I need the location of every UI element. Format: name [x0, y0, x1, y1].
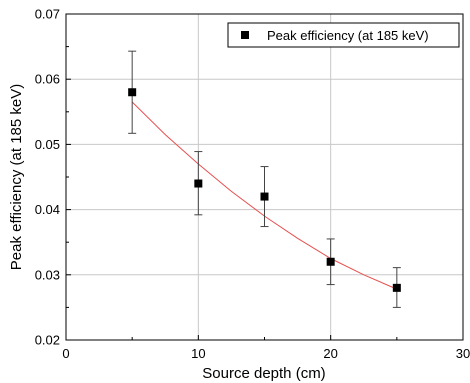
- data-points: [128, 88, 401, 292]
- legend-box: [227, 22, 460, 48]
- x-tick-label: 30: [456, 346, 470, 361]
- y-tick-label: 0.02: [35, 333, 60, 348]
- axis-ticks: [65, 13, 464, 341]
- y-tick-label: 0.03: [35, 267, 60, 282]
- x-tick-label: 10: [191, 346, 205, 361]
- x-tick-label: 0: [62, 346, 69, 361]
- y-tick-label: 0.04: [35, 202, 60, 217]
- x-tick-labels: 0 10 20 30: [62, 346, 470, 361]
- x-axis-title: Source depth (cm): [202, 365, 325, 382]
- data-point: [260, 192, 269, 201]
- y-axis-title: Peak efficiency (at 185 keV): [8, 84, 25, 271]
- legend: Peak efficiency (at 185 keV): [227, 22, 460, 48]
- y-tick-label: 0.06: [35, 72, 60, 87]
- y-tick-labels: 0.02 0.03 0.04 0.05 0.06 0.07: [35, 7, 60, 348]
- x-tick-label: 20: [323, 346, 337, 361]
- data-point: [128, 88, 137, 97]
- data-point: [194, 179, 203, 188]
- legend-marker-square: [241, 31, 249, 39]
- y-tick-label: 0.05: [35, 137, 60, 152]
- y-tick-label: 0.07: [35, 7, 60, 22]
- data-point: [392, 283, 401, 292]
- legend-label: Peak efficiency (at 185 keV): [267, 28, 429, 43]
- data-point: [326, 257, 335, 266]
